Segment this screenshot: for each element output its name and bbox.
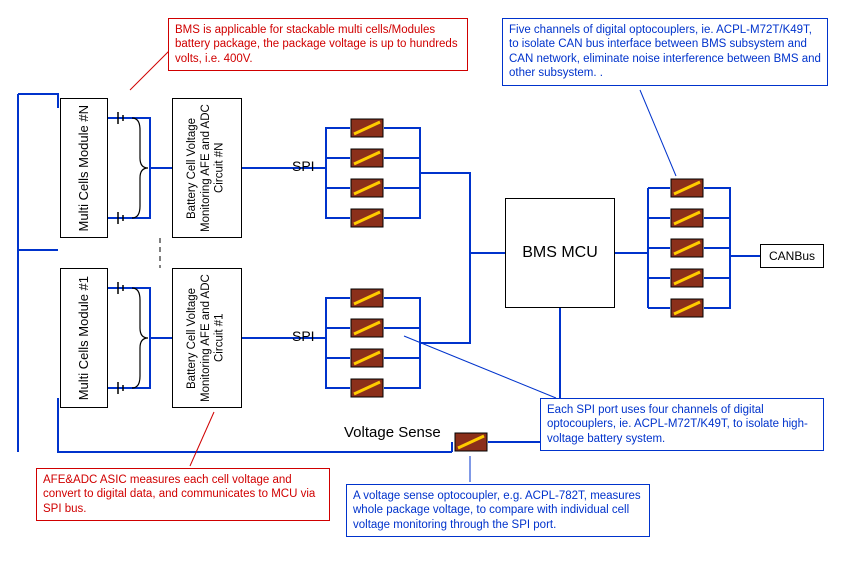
opto-can-3: [670, 268, 704, 288]
opto-can-4: [670, 298, 704, 318]
note-spi-opto: Each SPI port uses four channels of digi…: [540, 398, 824, 451]
opto-can-1: [670, 208, 704, 228]
voltage-sense-label: Voltage Sense: [344, 424, 441, 441]
opto-spi_top-1: [350, 148, 384, 168]
opto-spi_top-2: [350, 178, 384, 198]
opto-spi_bot-3: [350, 378, 384, 398]
afe-1-box: Battery Cell Voltage Monitoring AFE and …: [172, 268, 242, 408]
opto-can-0: [670, 178, 704, 198]
spi-bot-label: SPI: [292, 328, 315, 344]
opto-spi_bot-2: [350, 348, 384, 368]
opto-spi_bot-1: [350, 318, 384, 338]
mcu-box: BMS MCU: [505, 198, 615, 308]
afe-n-label: Battery Cell Voltage Monitoring AFE and …: [182, 99, 231, 237]
opto-vsense-0: [454, 432, 488, 452]
module-1-label: Multi Cells Module #1: [72, 272, 96, 404]
mcu-label: BMS MCU: [522, 244, 598, 262]
opto-spi_top-0: [350, 118, 384, 138]
canbus-label: CANBus: [769, 249, 815, 263]
opto-spi_bot-0: [350, 288, 384, 308]
afe-1-label: Battery Cell Voltage Monitoring AFE and …: [182, 269, 231, 407]
spi-top-label: SPI: [292, 158, 315, 174]
afe-n-box: Battery Cell Voltage Monitoring AFE and …: [172, 98, 242, 238]
module-n-box: Multi Cells Module #N: [60, 98, 108, 238]
note-bms-stack: BMS is applicable for stackable multi ce…: [168, 18, 468, 71]
opto-spi_top-3: [350, 208, 384, 228]
canbus-box: CANBus: [760, 244, 824, 268]
module-n-label: Multi Cells Module #N: [72, 101, 96, 235]
note-afe-adc: AFE&ADC ASIC measures each cell voltage …: [36, 468, 330, 521]
module-1-box: Multi Cells Module #1: [60, 268, 108, 408]
opto-can-2: [670, 238, 704, 258]
note-can-opto: Five channels of digital optocouplers, i…: [502, 18, 828, 86]
note-voltage-sense: A voltage sense optocoupler, e.g. ACPL-7…: [346, 484, 650, 537]
